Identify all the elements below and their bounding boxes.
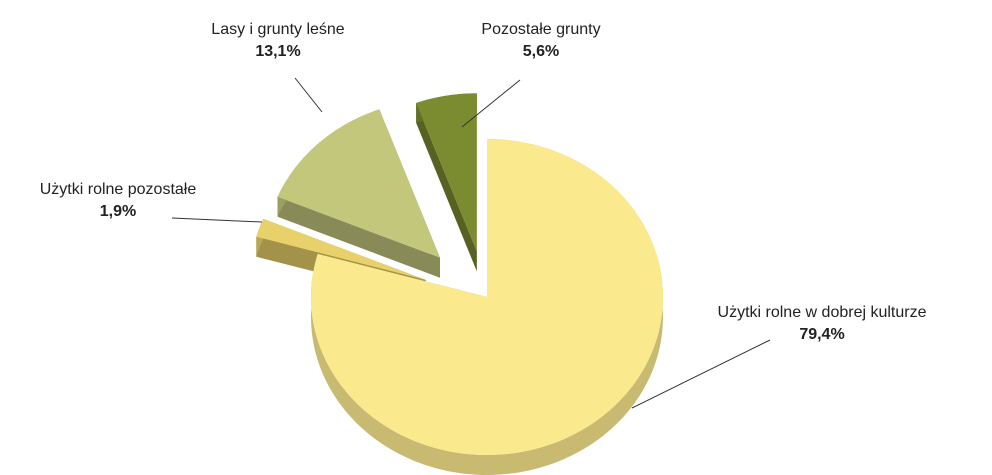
slice-label: Użytki rolne w dobrej kulturze — [718, 304, 927, 321]
slice — [416, 93, 477, 252]
leader-line — [171, 217, 263, 223]
slice — [277, 109, 440, 258]
slice-label: Użytki rolne pozostałe — [40, 181, 197, 198]
slice — [311, 139, 664, 455]
slice-value-label: 1,9% — [100, 203, 136, 220]
slice-label: Pozostałe grunty — [481, 21, 600, 38]
leader-line — [631, 339, 771, 409]
leader-line — [294, 77, 323, 113]
slice-value-label: 5,6% — [523, 43, 559, 60]
slice-wall — [416, 102, 477, 272]
slice — [256, 218, 426, 280]
leader-line — [461, 79, 521, 128]
slice-label: Lasy i grunty leśne — [211, 21, 345, 38]
slice-wall — [277, 196, 440, 278]
slice-value-label: 13,1% — [255, 43, 300, 60]
slice-value-label: 79,4% — [799, 326, 844, 343]
